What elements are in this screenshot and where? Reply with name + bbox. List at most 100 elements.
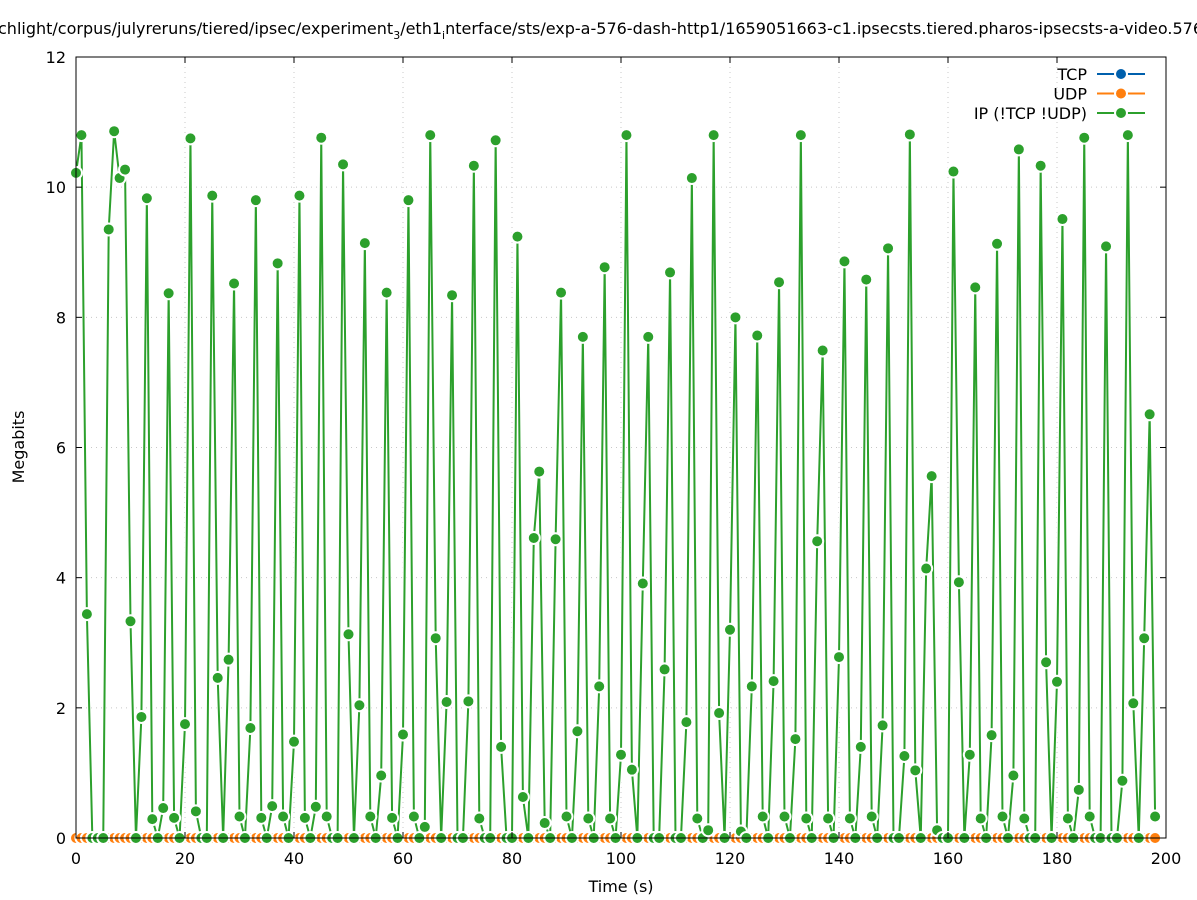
title-segment: i — [442, 29, 445, 42]
data-point — [1006, 768, 1021, 783]
data-point — [679, 715, 694, 730]
data-point — [968, 280, 983, 295]
data-point — [79, 607, 94, 622]
data-point — [793, 128, 808, 143]
data-point — [837, 254, 852, 269]
data-point — [1071, 782, 1086, 797]
data-point — [265, 799, 280, 814]
data-point — [624, 762, 639, 777]
data-point — [1050, 674, 1064, 689]
data-point — [205, 188, 220, 203]
data-point — [488, 133, 503, 148]
data-point — [297, 810, 312, 825]
data-point — [924, 469, 939, 484]
data-point — [554, 285, 569, 300]
data-point — [1055, 212, 1070, 227]
data-point — [188, 804, 203, 819]
data-point — [357, 236, 372, 251]
data-point — [270, 256, 285, 271]
data-point — [1033, 158, 1048, 173]
x-tick-label: 180 — [1042, 849, 1073, 868]
data-point — [145, 812, 160, 827]
data-point — [701, 823, 716, 838]
data-point — [842, 811, 857, 826]
x-tick-label: 160 — [933, 849, 964, 868]
data-point — [101, 222, 116, 237]
data-point — [314, 130, 329, 145]
data-point — [401, 193, 416, 208]
data-point — [766, 674, 781, 689]
data-point — [276, 809, 291, 824]
data-point — [881, 241, 896, 256]
data-point — [254, 810, 269, 825]
data-point — [1137, 631, 1152, 646]
title-segment: nterface/sts/exp-a-576-dash-http1/165905… — [445, 19, 1197, 38]
data-point — [107, 124, 122, 139]
data-point — [990, 236, 1005, 251]
data-point — [227, 276, 242, 291]
x-tick-label: 80 — [502, 849, 522, 868]
y-tick-label: 10 — [46, 178, 66, 197]
data-point — [1017, 811, 1032, 826]
data-point — [1148, 809, 1163, 824]
data-point — [308, 799, 323, 814]
data-point — [1039, 655, 1054, 670]
data-point — [728, 310, 743, 325]
x-tick-label: 40 — [284, 849, 304, 868]
data-point — [641, 329, 656, 344]
data-point — [243, 721, 258, 736]
data-point — [690, 811, 705, 826]
data-point — [788, 732, 803, 747]
data-point — [755, 809, 770, 824]
y-tick-label: 0 — [56, 829, 66, 848]
data-point — [772, 275, 787, 290]
data-point — [396, 727, 410, 742]
data-point — [537, 816, 552, 831]
data-point — [1115, 773, 1130, 788]
data-point — [799, 811, 814, 826]
y-axis-label: Megabits — [9, 411, 28, 484]
data-point — [363, 809, 378, 824]
series-layer — [69, 124, 1163, 845]
data-point — [723, 622, 737, 637]
y-tick-label: 4 — [56, 569, 66, 588]
data-point — [374, 768, 389, 783]
data-point — [859, 272, 874, 287]
x-tick-label: 20 — [175, 849, 195, 868]
data-point — [635, 576, 650, 591]
data-point — [336, 157, 351, 172]
data-point — [526, 530, 541, 545]
data-point — [417, 819, 432, 834]
data-point — [581, 811, 596, 826]
data-point — [864, 809, 879, 824]
data-point — [1011, 142, 1026, 157]
data-point — [597, 260, 612, 275]
data-point — [178, 717, 192, 732]
y-tick-label: 8 — [56, 308, 66, 327]
data-point — [118, 162, 133, 177]
data-point — [466, 158, 481, 173]
data-point — [1126, 696, 1141, 711]
data-point — [657, 662, 672, 677]
legend-label: IP (!TCP !UDP) — [974, 104, 1087, 123]
data-point — [292, 188, 307, 203]
data-point — [946, 164, 961, 179]
data-point — [494, 739, 509, 754]
data-point — [385, 810, 400, 825]
data-point — [1077, 130, 1092, 145]
legend-marker-swatch — [1114, 106, 1128, 120]
data-point — [815, 343, 830, 358]
title-segment: 3 — [393, 29, 400, 42]
data-point — [684, 171, 699, 186]
x-tick-label: 60 — [393, 849, 413, 868]
x-tick-label: 200 — [1151, 849, 1182, 868]
data-point — [592, 679, 607, 694]
data-point — [663, 265, 678, 280]
data-point — [74, 128, 89, 143]
legend-label: UDP — [1053, 85, 1087, 104]
y-tick-label: 6 — [56, 439, 66, 458]
legend-item-tcp: TCP — [1056, 65, 1145, 84]
data-point — [515, 789, 530, 804]
data-point — [439, 694, 454, 709]
